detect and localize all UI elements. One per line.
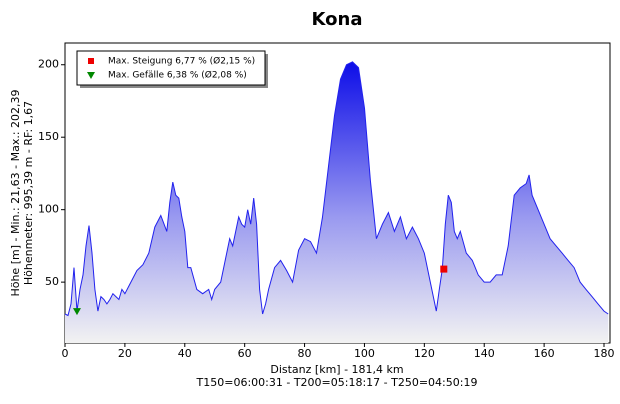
legend (76, 50, 266, 86)
y-axis-label: Höhenmeter: 995,39 m - RF: 1,67 (22, 101, 35, 285)
x-tick-label: 120 (414, 347, 435, 360)
marker (72, 308, 81, 316)
y-tick-label: 100 (38, 203, 59, 216)
x-tick-label: 20 (118, 347, 132, 360)
x-tick-label: 60 (238, 347, 252, 360)
x-tick-label: 0 (62, 347, 69, 360)
x-tick-label: 40 (178, 347, 192, 360)
legend-label: Max. Gefälle 6,38 % (Ø2,08 %) (108, 70, 247, 81)
area (65, 61, 609, 344)
y-tick-label: 50 (45, 275, 59, 288)
y-axis-label: Höhe [m] - Min.: 21,63 - Max.: 202,39 (9, 89, 22, 296)
x-tick-label: 80 (298, 347, 312, 360)
x-tick-label: 100 (354, 347, 375, 360)
line (64, 61, 609, 317)
x-tick-label: 180 (594, 347, 615, 360)
legend-symbol (88, 58, 94, 64)
legend-label: Max. Steigung 6,77 % (Ø2,15 %) (108, 56, 255, 67)
chart-title: Kona (312, 9, 363, 30)
subtitle: T150=06:00:31 - T200=05:18:17 - T250=04:… (196, 376, 478, 389)
y-tick-label: 150 (38, 130, 59, 143)
x-tick-label: 140 (474, 347, 495, 360)
marker (440, 265, 448, 273)
x-tick-label: 160 (534, 347, 555, 360)
legend-symbol (87, 72, 95, 79)
y-tick-label: 200 (38, 58, 59, 71)
x-axis-label: Distanz [km] - 181,4 km (270, 363, 403, 376)
